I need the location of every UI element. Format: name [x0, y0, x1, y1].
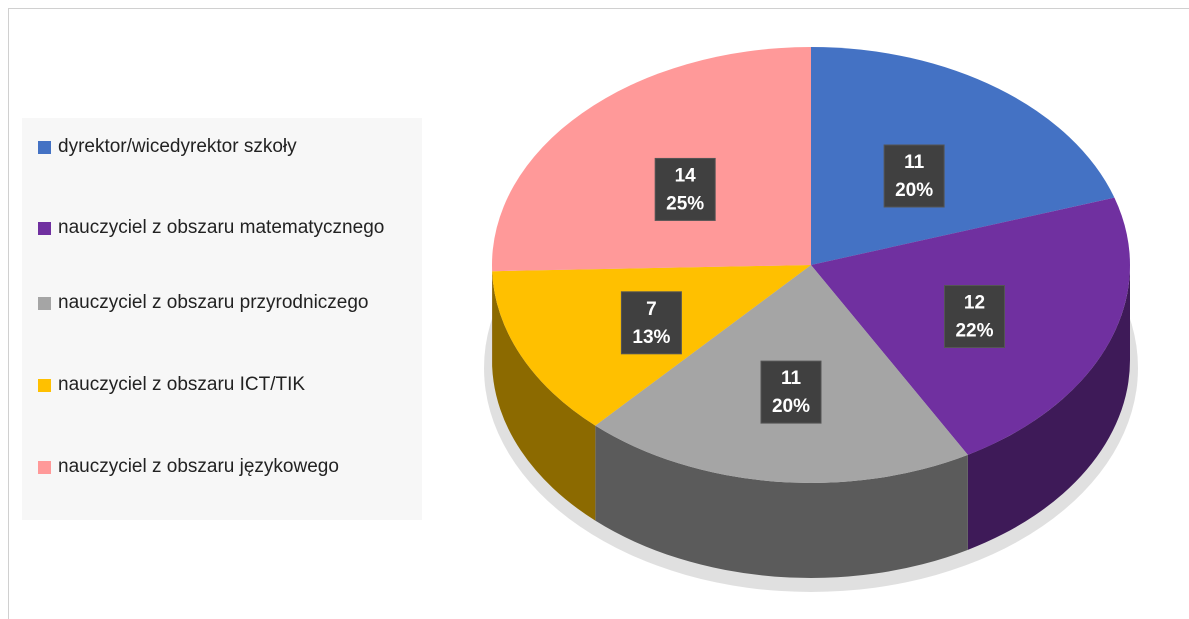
legend-label: nauczyciel z obszaru ICT/TIK: [58, 374, 306, 395]
pie-side: [492, 271, 596, 521]
data-label-value: 7: [646, 299, 657, 320]
pie-slice: [492, 47, 811, 272]
legend: dyrektor/wicedyrektor szkoły nauczyciel z…: [22, 118, 422, 520]
legend-swatch: [38, 461, 51, 474]
legend-label: nauczyciel z obszaru matematycznego: [58, 217, 385, 238]
legend-swatch: [38, 297, 51, 310]
legend-swatch: [38, 379, 51, 392]
data-label-value: 12: [964, 293, 985, 314]
data-label-box: [760, 360, 822, 424]
pie-slice: [811, 47, 1115, 265]
data-label-value: 14: [675, 165, 697, 186]
legend-label: nauczyciel z obszaru przyrodniczego: [58, 292, 369, 313]
data-label-percent: 13%: [632, 327, 670, 348]
data-label-box: [654, 157, 716, 221]
data-label-box: [620, 291, 682, 355]
legend-label: dyrektor/wicedyrektor szkoły: [58, 136, 297, 157]
data-label-percent: 20%: [895, 180, 933, 201]
legend-swatch: [38, 141, 51, 154]
data-label-box: [943, 285, 1005, 349]
data-label-percent: 25%: [666, 193, 704, 214]
pie-side: [595, 425, 968, 578]
data-label-value: 11: [904, 152, 925, 173]
chart-frame: [8, 8, 1189, 619]
legend-label: nauczyciel z obszaru językowego: [58, 456, 339, 477]
data-label-percent: 20%: [772, 396, 810, 417]
data-label-box: [883, 144, 945, 208]
data-label-value: 11: [781, 368, 802, 389]
data-label-percent: 22%: [955, 321, 993, 342]
legend-swatch: [38, 222, 51, 235]
pie-side: [967, 265, 1130, 550]
